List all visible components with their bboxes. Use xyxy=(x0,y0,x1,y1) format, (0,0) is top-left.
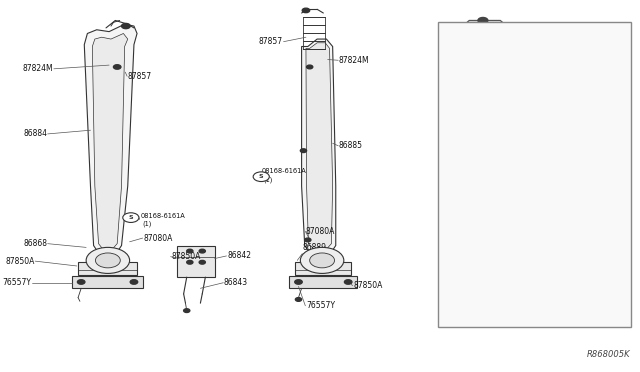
Circle shape xyxy=(184,309,190,312)
Polygon shape xyxy=(84,24,137,255)
Circle shape xyxy=(300,247,344,273)
Text: 76557Y: 76557Y xyxy=(3,278,31,287)
Polygon shape xyxy=(177,246,214,277)
Bar xyxy=(438,22,630,327)
Circle shape xyxy=(253,172,269,182)
Circle shape xyxy=(199,260,205,264)
Text: 87857: 87857 xyxy=(259,37,283,46)
Circle shape xyxy=(302,8,310,13)
Circle shape xyxy=(187,249,193,253)
Text: 87850A: 87850A xyxy=(303,253,332,262)
Polygon shape xyxy=(306,43,333,248)
Text: 87824M: 87824M xyxy=(339,56,369,65)
Circle shape xyxy=(187,260,193,264)
Circle shape xyxy=(95,253,120,268)
Text: 87857: 87857 xyxy=(128,72,152,81)
Polygon shape xyxy=(301,39,336,255)
Circle shape xyxy=(296,298,301,301)
Polygon shape xyxy=(296,262,351,275)
Text: R868005K: R868005K xyxy=(587,350,630,359)
Circle shape xyxy=(300,149,307,153)
Circle shape xyxy=(307,65,313,69)
Polygon shape xyxy=(449,167,521,197)
Text: 87080A: 87080A xyxy=(306,227,335,236)
Text: S: S xyxy=(259,174,264,179)
Text: 86848P: 86848P xyxy=(466,29,493,35)
Circle shape xyxy=(113,65,121,69)
Circle shape xyxy=(305,238,311,242)
Circle shape xyxy=(478,17,488,23)
Circle shape xyxy=(122,23,130,29)
Polygon shape xyxy=(78,262,137,275)
Text: 08168-6161A: 08168-6161A xyxy=(261,168,306,174)
Circle shape xyxy=(344,280,352,284)
Circle shape xyxy=(86,247,130,273)
Text: 87850A: 87850A xyxy=(5,257,35,266)
Polygon shape xyxy=(465,20,504,37)
Polygon shape xyxy=(289,276,358,288)
Text: 87080A: 87080A xyxy=(143,234,173,243)
Text: (1): (1) xyxy=(263,176,273,183)
Text: 87850A: 87850A xyxy=(172,252,200,261)
Circle shape xyxy=(310,253,335,268)
Text: 86884: 86884 xyxy=(23,129,47,138)
Text: S: S xyxy=(129,215,133,220)
Circle shape xyxy=(77,280,85,284)
Circle shape xyxy=(199,249,205,253)
Text: 87850A: 87850A xyxy=(353,281,383,290)
Text: (1): (1) xyxy=(142,221,152,227)
Text: 08168-6161A: 08168-6161A xyxy=(140,213,185,219)
Text: 86842: 86842 xyxy=(227,251,251,260)
Text: <BELT EXTENDER>: <BELT EXTENDER> xyxy=(465,37,527,42)
Text: 86885: 86885 xyxy=(339,141,363,150)
Text: 86843: 86843 xyxy=(224,278,248,287)
Polygon shape xyxy=(92,33,128,249)
Circle shape xyxy=(130,280,138,284)
Text: 76557Y: 76557Y xyxy=(306,301,335,310)
Circle shape xyxy=(295,280,302,284)
Text: 86889: 86889 xyxy=(303,243,327,251)
Text: 86868: 86868 xyxy=(23,239,47,248)
Polygon shape xyxy=(72,276,143,288)
Polygon shape xyxy=(457,37,513,167)
Circle shape xyxy=(123,213,139,222)
Text: 87824M: 87824M xyxy=(22,64,53,73)
